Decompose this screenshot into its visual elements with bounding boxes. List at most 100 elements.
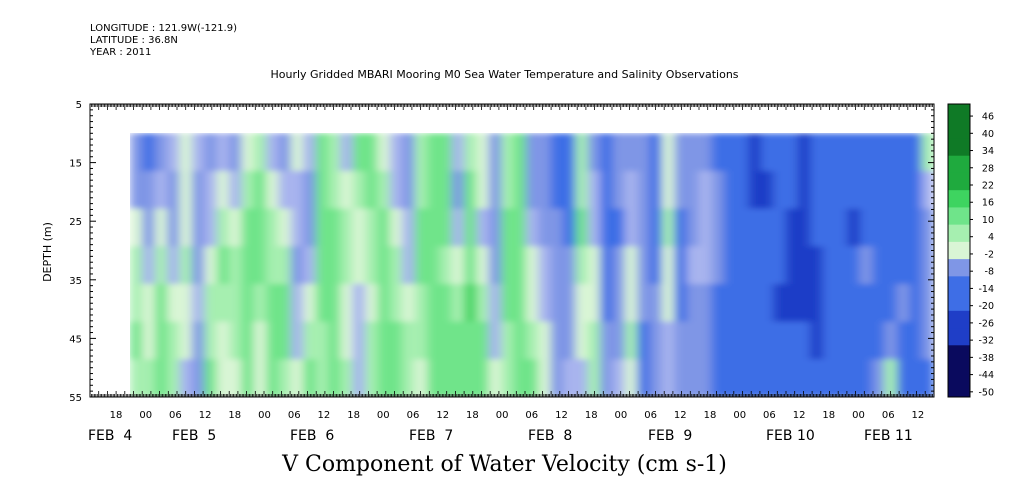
heatmap-cell	[587, 359, 601, 397]
heatmap-cell	[266, 359, 280, 397]
heatmap-cell	[760, 321, 774, 360]
heatmap-cell	[538, 170, 552, 210]
heatmap-cell	[847, 283, 861, 323]
heatmap-cell	[612, 208, 626, 247]
heatmap-cell	[748, 359, 762, 397]
heatmap-cell	[797, 246, 811, 285]
heatmap-cell	[278, 208, 292, 247]
x-day-label: FEB 7	[409, 428, 453, 444]
heatmap-cell	[204, 208, 218, 247]
heatmap-cell	[488, 170, 502, 210]
heatmap-cell	[661, 246, 675, 285]
x-hour-tick-label: 00	[139, 410, 152, 421]
heatmap-cell	[352, 208, 366, 247]
heatmap-cell	[835, 208, 849, 247]
heatmap-cell	[760, 133, 774, 172]
heatmap-cell	[822, 246, 836, 285]
heatmap-cell	[228, 283, 242, 323]
colorbar-tick-label: -2	[985, 249, 994, 260]
heatmap-cell	[686, 283, 700, 323]
heatmap-cell	[872, 133, 886, 172]
x-day-label: FEB 11	[864, 428, 913, 444]
heatmap-cell	[154, 208, 168, 247]
heatmap-cell	[810, 246, 824, 285]
heatmap-cell	[711, 321, 725, 360]
heatmap-cell	[340, 246, 354, 285]
heatmap-cell	[661, 321, 675, 360]
heatmap-cell	[488, 133, 502, 172]
heatmap-cell	[290, 359, 304, 397]
heatmap-cell	[909, 170, 923, 210]
heatmap-cell	[773, 208, 787, 247]
heatmap-cell	[587, 283, 601, 323]
heatmap-cell	[463, 133, 477, 172]
heatmap-cell	[575, 283, 589, 323]
heatmap-cell	[600, 246, 613, 285]
x-hour-tick-label: 12	[793, 410, 806, 421]
heatmap-cell	[327, 321, 341, 360]
heatmap-cell	[191, 321, 205, 360]
heatmap-cell	[278, 283, 292, 323]
heatmap-cell	[785, 133, 799, 172]
heatmap-cell	[414, 133, 428, 172]
heatmap-cell	[785, 321, 799, 360]
colorbar-swatch	[948, 293, 970, 312]
heatmap-cell	[562, 359, 576, 397]
heatmap-cell	[290, 133, 304, 172]
heatmap-cell	[451, 283, 465, 323]
heatmap-cell	[241, 321, 255, 360]
heatmap-cell	[884, 170, 898, 210]
x-day-label: FEB 5	[172, 428, 216, 444]
heatmap-cell	[884, 133, 898, 172]
heatmap-cell	[278, 246, 292, 285]
heatmap-cell	[773, 246, 787, 285]
heatmap-cell	[896, 359, 910, 397]
heatmap-cell	[773, 133, 787, 172]
heatmap-cell	[315, 246, 329, 285]
heatmap-cell	[921, 246, 934, 285]
heatmap-cell	[463, 359, 477, 397]
heatmap-cell	[228, 133, 242, 172]
heatmap-cell	[674, 283, 688, 323]
heatmap-cell	[389, 170, 403, 210]
heatmap-cell	[352, 133, 366, 172]
heatmap-cell	[402, 283, 416, 323]
heatmap-cell	[501, 321, 515, 360]
heatmap-cell	[698, 246, 712, 285]
heatmap-cell	[698, 170, 712, 210]
heatmap-cell	[513, 359, 527, 397]
heatmap-cell	[810, 359, 824, 397]
heatmap-cell	[476, 208, 490, 247]
heatmap-cell	[179, 321, 193, 360]
heatmap-cell	[575, 170, 589, 210]
heatmap-cell	[402, 246, 416, 285]
heatmap-cell	[896, 321, 910, 360]
heatmap-cell	[216, 321, 230, 360]
heatmap-cell	[142, 321, 156, 360]
heatmap-cell	[624, 208, 638, 247]
heatmap-cell	[426, 283, 440, 323]
heatmap-cell	[797, 170, 811, 210]
heatmap-cell	[253, 321, 267, 360]
colorbar-tick-label: 40	[982, 129, 994, 140]
heatmap-cell	[736, 170, 750, 210]
colorbar-swatch	[948, 379, 970, 398]
x-hour-tick-label: 12	[199, 410, 212, 421]
heatmap-cell	[698, 321, 712, 360]
heatmap-cell	[896, 283, 910, 323]
heatmap-cell	[896, 133, 910, 172]
x-hour-tick-label: 06	[882, 410, 895, 421]
heatmap-cell	[377, 170, 391, 210]
heatmap-cell	[463, 208, 477, 247]
heatmap-cell	[661, 359, 675, 397]
heatmap-cell	[736, 283, 750, 323]
colorbar-tick-label: -20	[978, 301, 994, 312]
x-hour-tick-label: 00	[377, 410, 390, 421]
heatmap-cell	[414, 359, 428, 397]
heatmap-cell	[785, 246, 799, 285]
y-tick-label: 45	[69, 334, 82, 345]
heatmap-cell	[303, 246, 317, 285]
heatmap-cell	[575, 359, 589, 397]
heatmap-cell	[835, 246, 849, 285]
colorbar-tick-label: -50	[978, 387, 994, 398]
